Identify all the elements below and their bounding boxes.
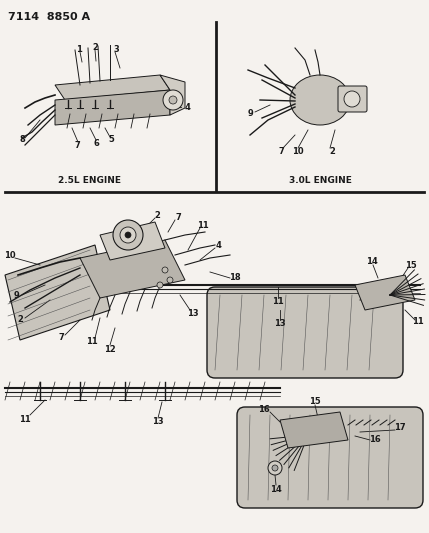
Text: 11: 11 [272,297,284,306]
Text: 7: 7 [58,334,64,343]
Text: 4: 4 [215,240,221,249]
Circle shape [344,91,360,107]
Text: 12: 12 [104,344,116,353]
Text: 6: 6 [93,139,99,148]
Circle shape [169,96,177,104]
Text: 13: 13 [152,417,164,426]
Text: 10: 10 [4,251,16,260]
Circle shape [125,232,131,238]
Text: 14: 14 [270,486,282,495]
Text: 13: 13 [274,319,286,328]
FancyBboxPatch shape [237,407,423,508]
Text: 10: 10 [292,147,304,156]
Text: 2: 2 [154,211,160,220]
Text: 15: 15 [309,397,321,406]
Text: 11: 11 [412,318,424,327]
Polygon shape [55,90,170,125]
Text: 3.0L ENGINE: 3.0L ENGINE [289,176,351,185]
Polygon shape [280,412,348,448]
Text: 5: 5 [108,135,114,144]
Circle shape [162,267,168,273]
Text: 11: 11 [86,337,98,346]
Circle shape [167,277,173,283]
Text: 15: 15 [405,261,417,270]
Polygon shape [355,275,415,310]
Polygon shape [80,240,185,298]
Circle shape [272,465,278,471]
Text: 16: 16 [369,435,381,445]
Polygon shape [5,245,110,340]
Text: 14: 14 [366,256,378,265]
Circle shape [113,220,143,250]
Circle shape [268,461,282,475]
Polygon shape [160,75,185,115]
Text: 16: 16 [258,405,270,414]
Ellipse shape [290,75,350,125]
Text: 13: 13 [187,309,199,318]
Text: 8: 8 [19,135,25,144]
Text: 7: 7 [74,141,80,149]
Polygon shape [55,75,170,100]
Circle shape [163,90,183,110]
Polygon shape [100,222,165,260]
Text: 7114  8850 A: 7114 8850 A [8,12,90,22]
Text: 9: 9 [248,109,254,117]
Text: 7: 7 [278,147,284,156]
FancyBboxPatch shape [207,287,403,378]
Text: 11: 11 [19,415,31,424]
Text: 7: 7 [175,213,181,222]
Text: 2: 2 [92,43,98,52]
Text: 3: 3 [113,44,119,53]
Text: 11: 11 [197,221,209,230]
Text: 2: 2 [17,316,23,325]
Text: 17: 17 [394,424,406,432]
Text: 18: 18 [229,273,241,282]
Text: 1: 1 [76,44,82,53]
Text: 2.5L ENGINE: 2.5L ENGINE [58,176,121,185]
Circle shape [120,227,136,243]
Text: 4: 4 [185,102,191,111]
Circle shape [157,282,163,288]
Text: 9: 9 [14,292,20,301]
FancyBboxPatch shape [338,86,367,112]
Text: 2: 2 [329,147,335,156]
